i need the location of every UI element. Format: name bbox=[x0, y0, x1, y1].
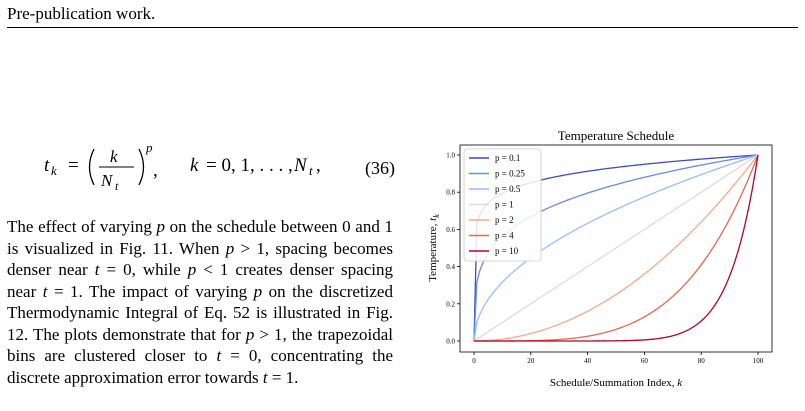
eq-range: = 0, 1, . . . , bbox=[206, 155, 293, 176]
running-header: Pre-publication work. bbox=[7, 4, 156, 23]
y-tick-label-1: 0.2 bbox=[446, 300, 455, 308]
eq-comma: , bbox=[153, 160, 158, 181]
eq-range-var: k bbox=[190, 155, 199, 176]
y-tick-label-3: 0.6 bbox=[446, 226, 455, 234]
y-tick-label-2: 0.4 bbox=[446, 263, 455, 271]
y-axis-label: Temperature, tk bbox=[427, 214, 441, 282]
legend: p = 0.1 p = 0.25 p = 0.5 p = 1 p = 2 p = 4 p =… bbox=[463, 148, 542, 262]
legend-label-0: p = 0.1 bbox=[495, 153, 520, 163]
series-line-3 bbox=[473, 154, 759, 342]
series-line-4 bbox=[473, 154, 759, 342]
x-axis-label: Schedule/Summation Index, k bbox=[550, 377, 683, 389]
eq-exp: p bbox=[145, 140, 153, 155]
x-tick-label-4: 80 bbox=[698, 357, 706, 365]
eq-range-end-sub: t bbox=[309, 163, 313, 178]
legend-entries: p = 0.1 p = 0.25 p = 0.5 p = 1 p = 2 p = 4 p =… bbox=[469, 153, 525, 256]
body-paragraph: The effect of varying p on the schedule … bbox=[7, 217, 394, 387]
y-axis-ticks: 0.0 0.2 0.4 0.6 0.8 1.0 bbox=[446, 152, 460, 346]
chart-title: Temperature Schedule bbox=[558, 128, 675, 143]
equation-math: t k = k N t p , k = 0, 1, . . . , N t , bbox=[44, 140, 321, 193]
legend-label-6: p = 10 bbox=[495, 246, 519, 256]
x-tick-label-1: 20 bbox=[527, 357, 535, 365]
x-tick-label-3: 60 bbox=[641, 357, 649, 365]
left-paren bbox=[88, 148, 95, 186]
y-tick-label-5: 1.0 bbox=[446, 152, 455, 160]
y-tick-label-0: 0.0 bbox=[446, 338, 455, 346]
legend-label-4: p = 2 bbox=[495, 215, 514, 225]
eq-range-end: N bbox=[293, 155, 308, 176]
x-tick-label-0: 0 bbox=[472, 357, 476, 365]
right-paren bbox=[138, 148, 145, 186]
x-axis-ticks: 0 20 40 60 80 100 bbox=[472, 352, 764, 365]
eq-trail: , bbox=[316, 155, 321, 176]
series-line-2 bbox=[473, 154, 759, 342]
equation-number: (36) bbox=[365, 158, 395, 178]
legend-label-1: p = 0.25 bbox=[495, 169, 525, 179]
temperature-schedule-chart: Temperature Schedule 0 20 40 60 80 100 0.0 0.2… bbox=[427, 128, 773, 389]
legend-label-3: p = 1 bbox=[495, 200, 514, 210]
x-tick-label-5: 100 bbox=[753, 357, 764, 365]
y-tick-label-4: 0.8 bbox=[446, 189, 455, 197]
eq-den: N bbox=[100, 171, 114, 190]
eq-lhs-sub: k bbox=[51, 163, 57, 178]
eq-equals: = bbox=[68, 155, 79, 176]
eq-lhs: t bbox=[44, 155, 50, 176]
legend-label-2: p = 0.5 bbox=[495, 184, 521, 194]
header-rule bbox=[7, 27, 798, 28]
eq-num: k bbox=[110, 147, 118, 166]
legend-box bbox=[463, 148, 542, 262]
series-line-6 bbox=[474, 154, 759, 342]
x-tick-label-2: 40 bbox=[584, 357, 592, 365]
eq-den-sub: t bbox=[115, 179, 119, 193]
equation-36: t k = k N t p , k = 0, 1, . . . , N t , … bbox=[40, 140, 400, 200]
legend-label-5: p = 4 bbox=[495, 231, 514, 241]
